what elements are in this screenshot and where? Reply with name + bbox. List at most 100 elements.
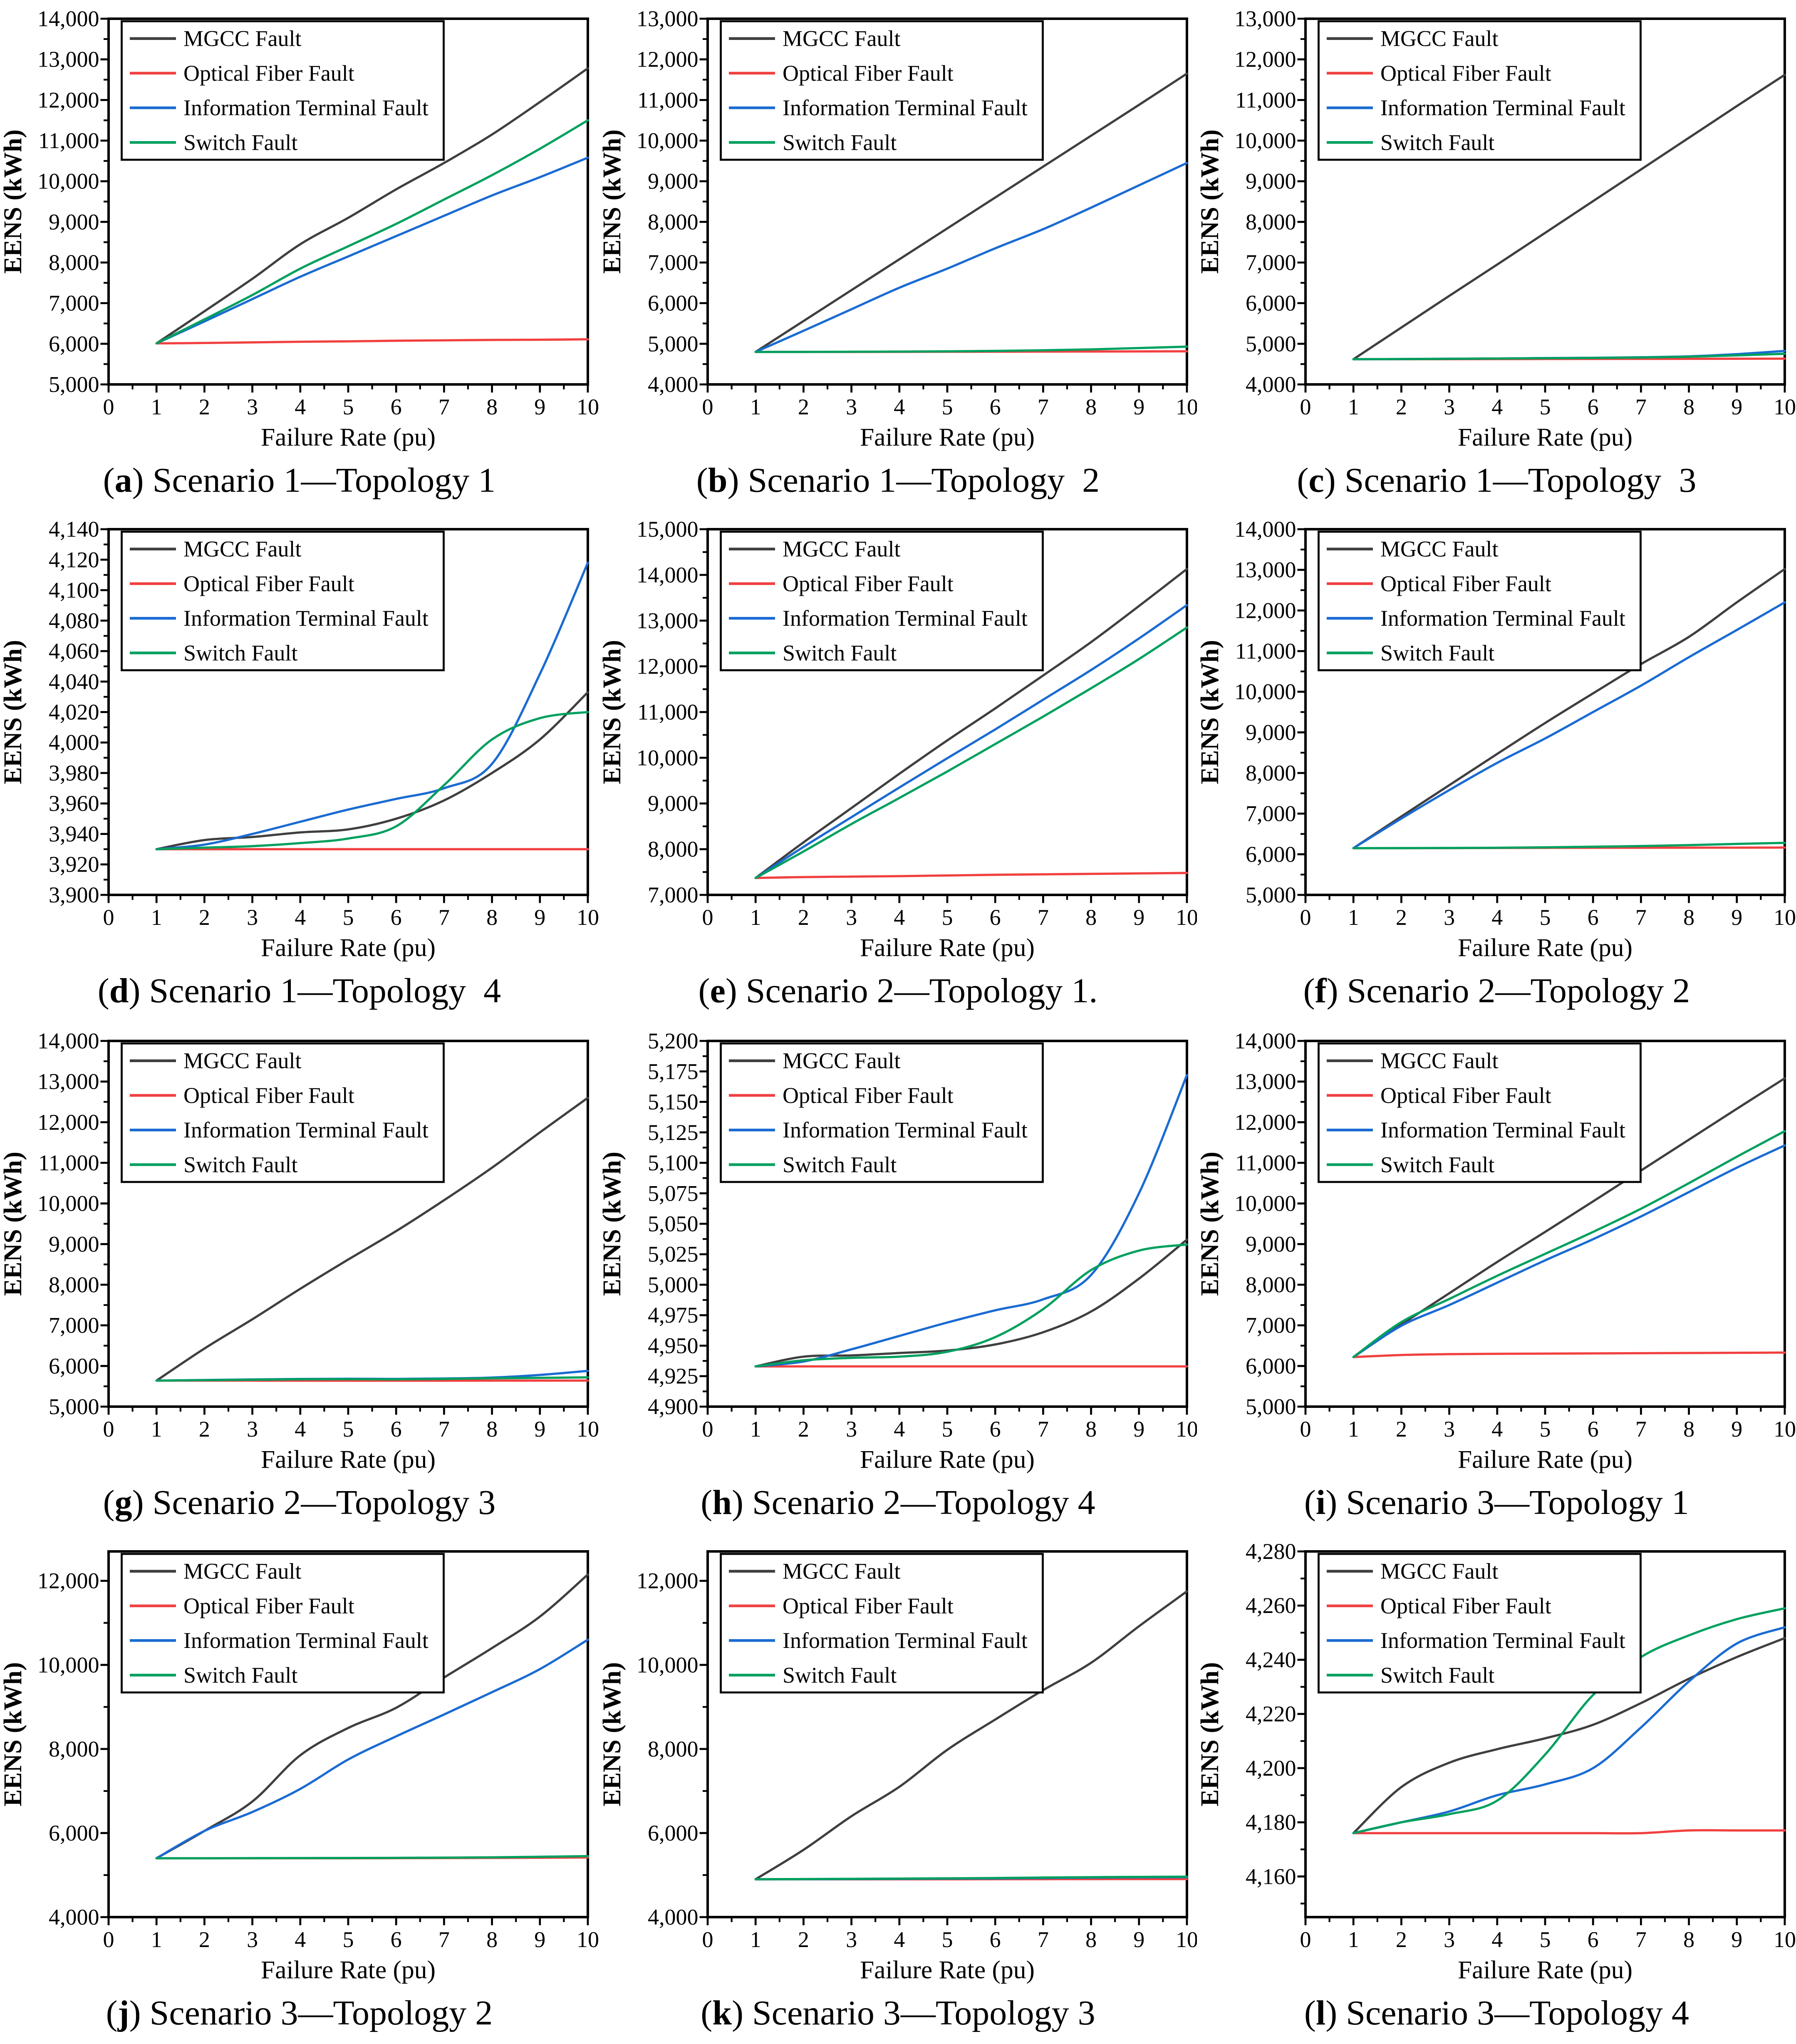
y-tick-label: 3,960: [49, 791, 99, 816]
y-axis-title: EENS (kWh): [599, 129, 626, 274]
y-tick-label: 6,000: [1246, 291, 1296, 316]
x-tick-label: 3: [247, 905, 258, 930]
series-line-mgcc: [1353, 74, 1786, 361]
x-tick-label: 4: [1492, 1928, 1503, 1952]
x-tick-label: 1: [1348, 1928, 1360, 1952]
legend: MGCC Fault Optical Fiber Fault Information…: [1318, 531, 1642, 672]
y-tick-label: 12,000: [1235, 47, 1296, 72]
y-tick-label: 5,100: [647, 1150, 698, 1175]
y-tick-label: 8,000: [49, 1737, 99, 1762]
caption-letter: j: [117, 1994, 129, 2034]
x-tick-label: 0: [701, 905, 713, 930]
legend-label-terminal: Information Terminal Fault: [1381, 1628, 1626, 1653]
legend-label-fiber: Optical Fiber Fault: [1381, 572, 1552, 597]
x-tick-label: 6: [1588, 905, 1599, 930]
x-tick-label: 10: [1175, 1416, 1197, 1441]
legend-label-switch: Switch Fault: [782, 130, 896, 155]
y-tick-label: 10,000: [37, 169, 99, 194]
y-axis-title: EENS (kWh): [0, 1662, 27, 1807]
y-tick-label: 14,000: [636, 563, 698, 588]
axis-frame: [706, 1039, 1188, 1408]
x-tick-label: 8: [1684, 1928, 1695, 1952]
x-tick-label: 1: [151, 1416, 162, 1441]
x-tick-label: 5: [1540, 394, 1551, 419]
x-tick-label: 1: [1348, 394, 1360, 419]
legend-box: [1318, 1042, 1642, 1183]
x-tick-label: 9: [534, 1928, 545, 1952]
y-tick-label: 15,000: [636, 517, 698, 542]
y-tick-label: 4,080: [49, 609, 99, 634]
x-tick-label: 3: [845, 1928, 857, 1952]
x-tick-label: 10: [577, 905, 599, 930]
legend-label-mgcc: MGCC Fault: [782, 537, 900, 562]
x-tick-label: 6: [1588, 394, 1599, 419]
caption-text: Scenario 3—Topology 4: [1346, 1994, 1689, 2034]
caption-letter: f: [1315, 973, 1327, 1012]
caption-open-paren: (: [103, 1484, 115, 1523]
x-tick-label: 9: [1133, 1416, 1144, 1441]
series-line-fiber: [1353, 1351, 1786, 1358]
series-line-switch: [155, 119, 589, 345]
y-axis-title: EENS (kWh): [1197, 640, 1224, 785]
x-tick-label: 0: [103, 394, 114, 419]
x-tick-label: 7: [438, 1416, 450, 1441]
x-axis-title: Failure Rate (pu): [860, 423, 1034, 451]
y-tick-label: 12,000: [37, 1568, 99, 1593]
y-tick-label: 11,000: [1236, 639, 1296, 664]
caption-close-paren: ): [725, 973, 746, 1012]
x-axis-title: Failure Rate (pu): [1458, 423, 1633, 451]
x-tick-label: 4: [295, 394, 306, 419]
legend: MGCC Fault Optical Fiber Fault Information…: [719, 20, 1043, 161]
y-tick-label: 4,000: [49, 1905, 99, 1930]
y-tick-label: 4,140: [49, 517, 99, 542]
caption-open-paren: (: [698, 973, 710, 1012]
legend-label-switch: Switch Fault: [183, 130, 297, 155]
y-tick-label: 7,000: [1246, 250, 1296, 275]
legend-label-switch: Switch Fault: [1381, 641, 1495, 666]
x-tick-label: 8: [1085, 394, 1096, 419]
y-tick-label: 10,000: [37, 1653, 99, 1677]
legend: MGCC Fault Optical Fiber Fault Information…: [121, 531, 445, 672]
y-tick-label: 4,000: [647, 372, 698, 397]
legend: MGCC Fault Optical Fiber Fault Information…: [1318, 1042, 1642, 1183]
y-tick-label: 13,000: [636, 6, 698, 31]
legend-label-terminal: Information Terminal Fault: [1381, 606, 1626, 631]
legend-box: [719, 531, 1043, 672]
y-tick-label: 5,125: [647, 1120, 698, 1145]
x-tick-label: 5: [941, 1416, 952, 1441]
x-tick-label: 9: [1133, 1928, 1144, 1952]
x-tick-label: 3: [845, 394, 857, 419]
x-tick-label: 9: [1732, 1416, 1743, 1441]
y-tick-label: 9,000: [647, 791, 698, 816]
caption-letter: g: [114, 1484, 132, 1523]
x-tick-label: 10: [1774, 905, 1796, 930]
x-tick-label: 0: [701, 1416, 713, 1441]
caption-open-paren: (: [97, 973, 109, 1012]
x-tick-label: 0: [103, 905, 114, 930]
series-line-terminal: [1353, 1626, 1786, 1835]
x-tick-label: 7: [1037, 1928, 1048, 1952]
caption-text: Scenario 2—Topology 4: [752, 1484, 1095, 1523]
series-line-fiber: [155, 338, 589, 345]
caption-letter: h: [712, 1484, 732, 1523]
chart-plot: 4,000 5,000 6,000 7,000 8,000 9,000 10,000 11,0…: [1197, 6, 1796, 451]
legend-label-terminal: Information Terminal Fault: [183, 1117, 429, 1142]
legend-box: [719, 20, 1043, 161]
caption-letter: a: [114, 462, 132, 500]
caption-text: Scenario 2—Topology 1.: [746, 973, 1098, 1012]
chart-cell-g: 5,000 6,000 7,000 8,000 9,000 10,000 11,000 12,…: [0, 1022, 599, 1533]
x-tick-label: 10: [1175, 1928, 1197, 1952]
caption-open-paren: (: [103, 462, 115, 500]
legend-label-switch: Switch Fault: [782, 1152, 896, 1177]
chart-plot: 4,000 6,000 8,000 10,000 12,000 0 1 2 3 4 5 6 7 8 9 10 F…: [599, 1550, 1197, 1985]
x-tick-label: 8: [1085, 1928, 1096, 1952]
chart-cell-d: 3,900 3,920 3,940 3,960 3,980 4,000 4,020 4,040…: [0, 511, 599, 1022]
y-tick-label: 5,025: [647, 1241, 698, 1266]
y-tick-label: 8,000: [49, 1272, 99, 1297]
x-tick-label: 2: [798, 1928, 809, 1952]
x-axis-title: Failure Rate (pu): [860, 1956, 1034, 1985]
axis-frame: [1304, 528, 1786, 897]
y-tick-label: 4,120: [49, 548, 99, 572]
y-tick-label: 3,940: [49, 822, 99, 847]
x-tick-label: 4: [295, 1928, 306, 1952]
